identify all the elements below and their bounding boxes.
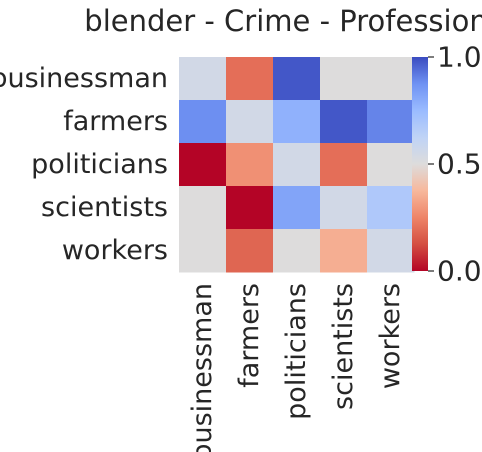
heatmap-cell-politicians-politicians [273, 143, 321, 187]
row-label: businessman [0, 63, 168, 94]
heatmap-cell-farmers-farmers [226, 100, 274, 144]
colorbar [412, 57, 428, 271]
row-label: workers [62, 235, 168, 266]
row-label: farmers [63, 106, 168, 137]
heatmap-cell-businessman-scientists [320, 57, 368, 101]
colorbar-tick-label: 1.0 [437, 41, 482, 74]
chart-title: blender - Crime - Profession [84, 4, 482, 38]
colorbar-tick-label: 0.5 [437, 148, 482, 181]
heatmap-cell-workers-workers [367, 229, 415, 273]
column-label: scientists [328, 283, 359, 410]
column-labels: businessman farmers politicians scientists w… [187, 283, 406, 452]
heatmap-cell-workers-politicians [273, 229, 321, 273]
colorbar-tick-label: 0.0 [437, 255, 482, 288]
column-label: businessman [187, 283, 218, 452]
heatmap-cell-farmers-businessman [179, 100, 227, 144]
column-label: politicians [281, 283, 312, 420]
heatmap-cell-farmers-workers [367, 100, 415, 144]
heatmap-cells [179, 57, 415, 273]
heatmap-cell-farmers-scientists [320, 100, 368, 144]
heatmap-cell-scientists-farmers [226, 186, 274, 230]
heatmap-cell-scientists-businessman [179, 186, 227, 230]
heatmap-cell-scientists-scientists [320, 186, 368, 230]
heatmap-cell-politicians-workers [367, 143, 415, 187]
row-labels: businessman farmers politicians scientists w… [0, 63, 168, 266]
heatmap-cell-workers-farmers [226, 229, 274, 273]
column-label: workers [375, 283, 406, 389]
row-label: politicians [31, 149, 168, 180]
heatmap-cell-scientists-politicians [273, 186, 321, 230]
heatmap-cell-scientists-workers [367, 186, 415, 230]
column-label: farmers [234, 283, 265, 388]
heatmap-cell-farmers-politicians [273, 100, 321, 144]
heatmap-cell-businessman-workers [367, 57, 415, 101]
row-label: scientists [41, 192, 168, 223]
heatmap-cell-workers-scientists [320, 229, 368, 273]
heatmap-cell-businessman-farmers [226, 57, 274, 101]
heatmap-cell-businessman-politicians [273, 57, 321, 101]
heatmap-cell-businessman-businessman [179, 57, 227, 101]
heatmap-cell-politicians-businessman [179, 143, 227, 187]
heatmap-cell-workers-businessman [179, 229, 227, 273]
heatmap-cell-politicians-farmers [226, 143, 274, 187]
heatmap-cell-politicians-scientists [320, 143, 368, 187]
colorbar-ticks: 0.0 0.5 1.0 [428, 41, 482, 288]
